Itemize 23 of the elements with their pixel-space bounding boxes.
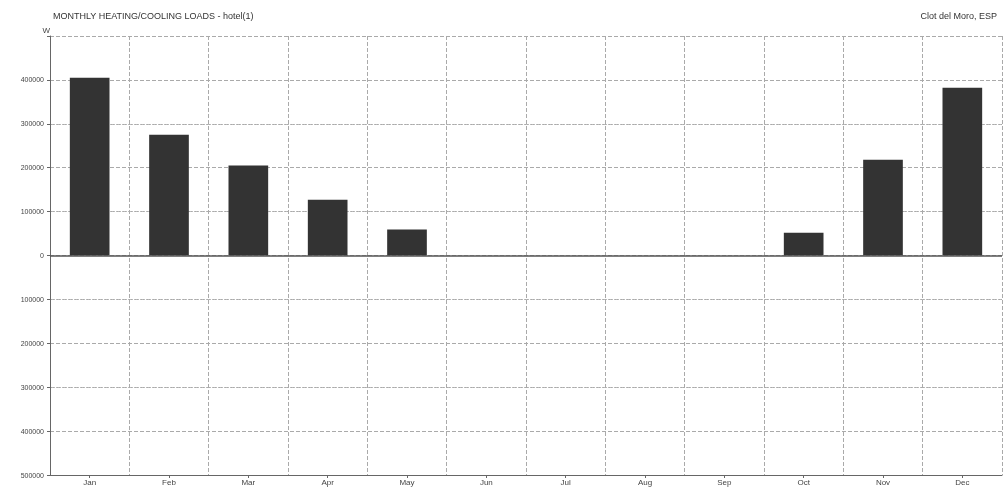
bar [387,229,427,256]
x-tick-label: Mar [241,477,256,487]
bar [783,232,824,256]
x-tick-label: May [399,477,415,487]
bar [863,159,903,256]
bar [942,87,983,256]
x-tick-label: Dec [955,477,970,487]
y-axis-title: W [42,25,51,35]
x-tick-label: Feb [162,477,177,487]
bar [149,134,189,256]
x-tick-label: Jul [560,477,571,487]
x-tick-label: Aug [637,477,653,487]
chart-subtitle: Clot del Moro, ESP [920,10,997,21]
chart-title: MONTHLY HEATING/COOLING LOADS - hotel(1) [53,10,254,21]
x-tick-label: Nov [875,477,891,487]
bar [69,77,110,256]
x-tick-label: Oct [797,477,811,487]
x-tick-label: Sep [717,477,732,487]
bar [307,199,348,256]
bar [228,165,269,256]
x-tick-label: Jan [83,477,97,487]
x-tick-label: Jun [479,477,493,487]
x-tick-label: Apr [321,477,335,487]
